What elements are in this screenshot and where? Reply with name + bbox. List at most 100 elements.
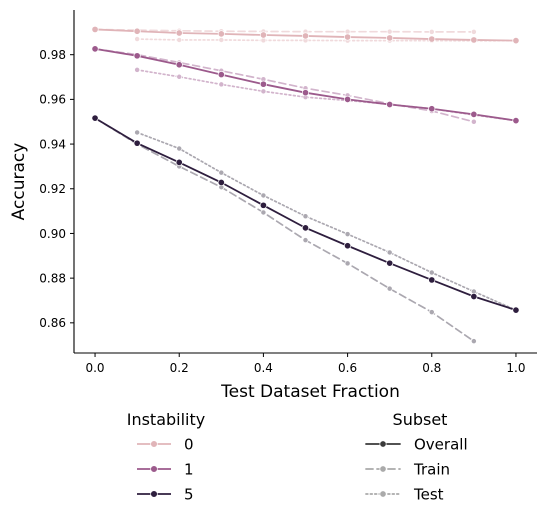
- x-tick-label: 0.4: [254, 361, 273, 375]
- data-point: [175, 61, 183, 69]
- data-point: [218, 169, 225, 176]
- legend-swatch-marker: [379, 440, 387, 448]
- data-point: [134, 36, 141, 43]
- data-point: [301, 224, 310, 232]
- data-point: [259, 31, 267, 39]
- legend-item-subset-test: Test: [365, 486, 444, 504]
- data-point: [470, 110, 478, 118]
- legend-label: Overall: [414, 436, 468, 454]
- data-point: [133, 139, 141, 147]
- legend-swatch-marker: [150, 440, 158, 448]
- x-tick-label: 0.6: [338, 361, 357, 375]
- data-point: [301, 89, 310, 97]
- legend-swatch-marker: [150, 465, 158, 473]
- axes: 0.0 0.2 0.4 0.6 0.8 1.0 0.86 0.88 0.90 0.92 0.94 0.…: [9, 10, 537, 402]
- data-point: [301, 32, 310, 40]
- legend-swatch-marker: [379, 465, 387, 473]
- data-point: [470, 36, 478, 44]
- y-tick-label: 0.96: [39, 93, 66, 107]
- series-0-overall: [91, 25, 520, 45]
- legend-title-subset: Subset: [393, 410, 448, 429]
- data-point: [386, 100, 394, 109]
- data-point: [386, 28, 393, 35]
- legend-label: 0: [184, 436, 194, 454]
- x-tick-label: 0.0: [85, 361, 104, 375]
- data-point: [91, 25, 99, 33]
- data-point: [344, 95, 352, 103]
- data-point: [175, 158, 183, 166]
- y-tick-label: 0.86: [39, 316, 66, 330]
- data-point: [428, 105, 436, 113]
- legend-item-instability-0: 0: [137, 436, 194, 454]
- data-point: [386, 249, 393, 256]
- legend-label: 5: [184, 486, 194, 504]
- data-point: [428, 309, 435, 316]
- series-line: [136, 131, 517, 311]
- data-point: [260, 192, 267, 199]
- data-point: [217, 178, 225, 187]
- y-tick-label: 0.94: [39, 137, 66, 151]
- y-tick-label: 0.88: [39, 271, 66, 285]
- data-point: [470, 28, 477, 35]
- data-point: [134, 66, 141, 73]
- x-tick-label: 0.8: [422, 361, 441, 375]
- data-point: [260, 209, 267, 216]
- y-tick-label: 0.90: [39, 227, 66, 241]
- data-point: [428, 276, 436, 284]
- data-point: [260, 88, 267, 95]
- data-point: [428, 35, 436, 43]
- legend-item-instability-5: 5: [137, 486, 194, 504]
- data-point: [470, 338, 477, 345]
- legend-swatch-marker: [379, 490, 387, 498]
- legend-label: Test: [413, 486, 444, 504]
- x-tick-label: 1.0: [506, 361, 525, 375]
- data-point: [175, 29, 183, 37]
- legend-label: Train: [413, 461, 450, 479]
- series-0-train: [92, 26, 477, 35]
- data-point: [470, 292, 478, 301]
- data-point: [302, 213, 309, 220]
- data-point: [176, 145, 183, 152]
- series-1-overall: [91, 45, 520, 125]
- legend-item-instability-1: 1: [137, 461, 194, 479]
- data-point: [470, 118, 477, 125]
- x-tick-label: 0.2: [170, 361, 189, 375]
- legend: Instability 0 1 5 Subset Overall Train Test: [127, 410, 468, 504]
- y-tick-label: 0.98: [39, 48, 66, 62]
- series-5-overall: [91, 114, 520, 314]
- data-point: [512, 306, 520, 314]
- data-point: [302, 237, 309, 244]
- legend-title-instability: Instability: [127, 410, 206, 429]
- x-axis-label: Test Dataset Fraction: [220, 382, 400, 402]
- series-line: [94, 28, 475, 33]
- series-line: [136, 38, 517, 42]
- data-point: [344, 33, 352, 41]
- legend-swatch-marker: [150, 490, 158, 498]
- data-point: [217, 71, 225, 79]
- data-point: [259, 80, 267, 88]
- data-point: [176, 36, 183, 43]
- data-point: [386, 259, 394, 267]
- data-point: [512, 37, 520, 45]
- data-point: [91, 114, 99, 122]
- series-line: [94, 117, 475, 343]
- legend-item-subset-train: Train: [365, 461, 450, 479]
- data-point: [176, 73, 183, 80]
- data-point: [344, 231, 351, 238]
- plot-area: [91, 25, 520, 345]
- data-point: [344, 242, 352, 250]
- series-line: [94, 47, 517, 122]
- data-point: [386, 285, 393, 292]
- data-point: [91, 45, 99, 53]
- y-tick-label: 0.92: [39, 182, 66, 196]
- legend-item-subset-overall: Overall: [365, 436, 468, 454]
- data-point: [428, 28, 435, 35]
- data-point: [218, 36, 225, 43]
- data-point: [512, 117, 520, 125]
- data-point: [133, 27, 141, 35]
- data-point: [386, 34, 394, 42]
- data-point: [344, 260, 351, 267]
- data-point: [134, 129, 141, 136]
- legend-label: 1: [184, 461, 194, 479]
